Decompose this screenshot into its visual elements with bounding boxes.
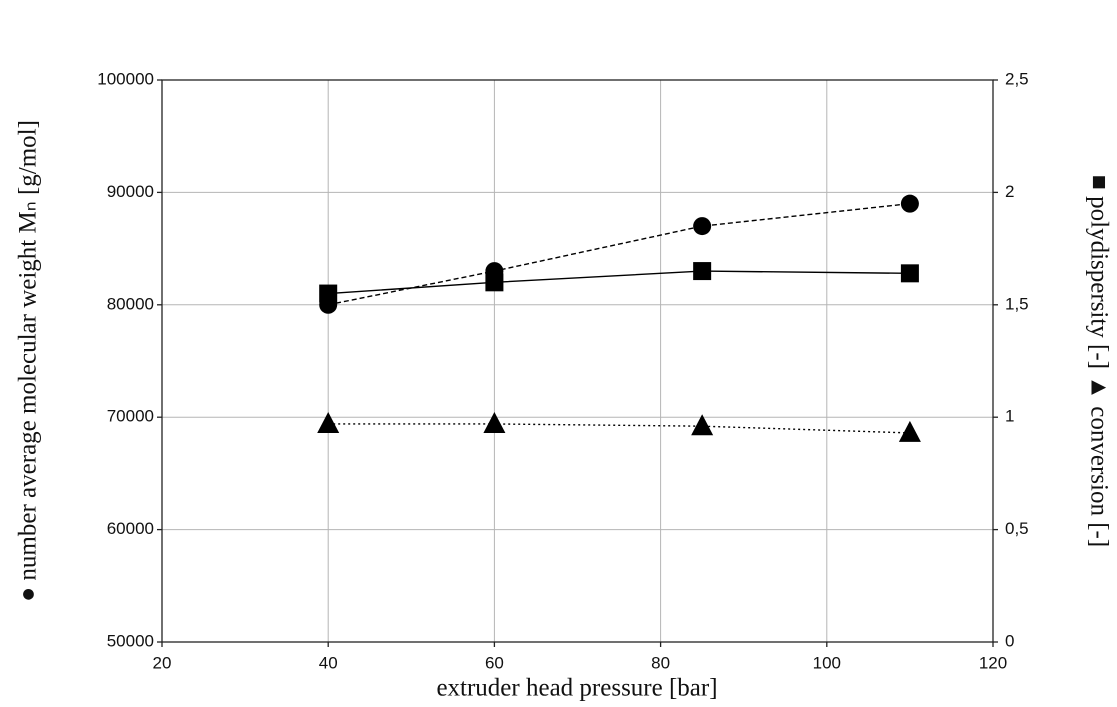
y2-tick-label: 2 <box>1005 182 1014 201</box>
x-axis-title: extruder head pressure [bar] <box>436 675 717 702</box>
y2-axis-title: ■ polydispersity [-] ▲ conversion [-] <box>1085 175 1112 547</box>
x-tick-label: 20 <box>153 653 172 672</box>
series-line <box>328 423 910 434</box>
point <box>900 264 919 283</box>
y2-tick-label: 0,5 <box>1005 519 1029 538</box>
y-tick-label: 100000 <box>97 69 154 88</box>
y-tick-label: 70000 <box>107 407 154 426</box>
x-tick-label: 120 <box>979 653 1007 672</box>
point <box>693 262 712 281</box>
y2-tick-label: 0 <box>1005 631 1014 650</box>
x-tick-label: 80 <box>651 653 670 672</box>
x-tick-label: 100 <box>813 653 841 672</box>
series-line <box>328 202 910 306</box>
y-tick-label: 80000 <box>107 294 154 313</box>
x-tick-label: 40 <box>319 653 338 672</box>
point <box>319 284 338 303</box>
point <box>693 217 712 236</box>
point <box>485 273 504 292</box>
y2-tick-label: 1 <box>1005 407 1014 426</box>
point <box>483 411 506 433</box>
series-line <box>328 270 910 295</box>
point <box>900 194 919 213</box>
y-tick-label: 90000 <box>107 182 154 201</box>
point <box>898 420 921 442</box>
y-tick-label: 50000 <box>107 631 154 650</box>
y-axis-title: ● number average molecular weight Mₙ [g/… <box>15 120 42 602</box>
y-tick-label: 60000 <box>107 519 154 538</box>
y2-tick-label: 1,5 <box>1005 294 1029 313</box>
y2-tick-label: 2,5 <box>1005 69 1029 88</box>
plot-frame <box>161 79 994 643</box>
point <box>317 411 340 433</box>
point <box>691 414 714 436</box>
x-tick-label: 60 <box>485 653 504 672</box>
